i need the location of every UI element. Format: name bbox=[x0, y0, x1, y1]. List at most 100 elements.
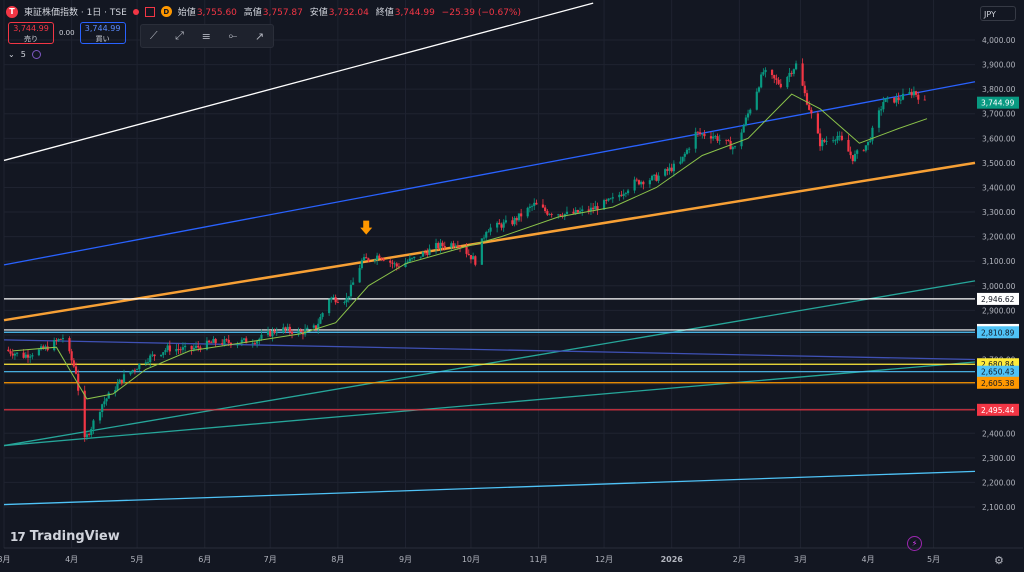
candle-body bbox=[164, 350, 167, 353]
indicator-visibility-icon[interactable] bbox=[31, 50, 41, 59]
candle-body bbox=[393, 263, 396, 265]
candle-body bbox=[330, 297, 333, 300]
candle-body bbox=[391, 262, 394, 264]
close-value: 3,744.99 bbox=[394, 8, 435, 18]
info-line-tool-icon[interactable]: ↗ bbox=[254, 29, 265, 43]
candle-body bbox=[332, 297, 335, 298]
market-status-icon bbox=[132, 8, 139, 15]
y-tick-label: 3,700.00 bbox=[982, 110, 1016, 119]
candle-body bbox=[655, 174, 658, 181]
tradingview-logo: 17 TradingView bbox=[10, 529, 120, 544]
candle-body bbox=[701, 133, 704, 135]
candle-body bbox=[618, 194, 621, 198]
candle-body bbox=[836, 136, 839, 141]
trend-line-tool-icon[interactable]: ⟋ bbox=[149, 29, 158, 42]
candle-body bbox=[511, 220, 514, 225]
symbol-title[interactable]: 東証株価指数 · 1日 · TSE bbox=[24, 8, 127, 18]
candle-body bbox=[770, 69, 774, 76]
candle-body bbox=[716, 136, 719, 141]
candle-body bbox=[343, 302, 346, 303]
sell-button[interactable]: 3,744.99 売り bbox=[8, 22, 54, 44]
buy-button[interactable]: 3,744.99 買い bbox=[79, 22, 126, 44]
settings-gear-icon[interactable]: ⚙ bbox=[994, 554, 1004, 567]
currency-selector[interactable]: JPY bbox=[980, 6, 1016, 21]
candle-body bbox=[897, 97, 900, 101]
price-label-box bbox=[977, 365, 1019, 378]
candle-body bbox=[426, 252, 429, 255]
candle-body bbox=[288, 326, 291, 332]
ray-tool-icon[interactable]: ⤢ bbox=[175, 29, 184, 42]
candle-body bbox=[838, 135, 841, 137]
candle-body bbox=[472, 256, 475, 260]
dividend-badge[interactable]: D bbox=[160, 6, 172, 17]
candle-body bbox=[120, 379, 123, 383]
candle-body bbox=[406, 261, 409, 263]
candle-body bbox=[269, 331, 272, 337]
collapse-chevron-icon[interactable]: ⌄ bbox=[8, 50, 15, 59]
candle-body bbox=[256, 341, 259, 344]
candle-body bbox=[284, 327, 287, 330]
candle-body bbox=[68, 338, 71, 352]
candle-body bbox=[328, 299, 331, 314]
horizontal-ray-tool-icon[interactable]: ⟜ bbox=[228, 29, 238, 42]
candle-body bbox=[314, 325, 318, 330]
price-label: 2,946.62 bbox=[981, 295, 1015, 304]
candle-body bbox=[290, 331, 294, 334]
candle-body bbox=[792, 69, 795, 74]
candle-body bbox=[910, 91, 913, 96]
candle-body bbox=[496, 222, 499, 228]
candle-body bbox=[11, 353, 14, 356]
candle-body bbox=[681, 156, 684, 162]
candle-body bbox=[648, 180, 651, 185]
candle-body bbox=[85, 434, 89, 438]
candle-body bbox=[912, 91, 916, 96]
x-tick-label: 6月 bbox=[198, 555, 211, 564]
candle-body bbox=[849, 151, 852, 156]
candle-body bbox=[777, 79, 780, 84]
y-tick-label: 3,100.00 bbox=[982, 257, 1016, 266]
trend-line bbox=[3, 470, 976, 506]
candle-body bbox=[685, 149, 689, 154]
candle-body bbox=[642, 181, 645, 185]
candle-body bbox=[596, 206, 599, 210]
x-tick-label: 10月 bbox=[462, 555, 480, 564]
candle-body bbox=[877, 110, 881, 128]
candle-body bbox=[816, 113, 819, 134]
candle-body bbox=[160, 354, 163, 357]
candle-body bbox=[424, 252, 427, 253]
candle-body bbox=[319, 316, 322, 324]
lightning-icon[interactable]: ⚡ bbox=[907, 536, 922, 551]
candle-body bbox=[764, 69, 767, 73]
candle-body bbox=[441, 242, 444, 246]
candle-body bbox=[434, 243, 438, 249]
candle-body bbox=[29, 356, 32, 358]
candle-body bbox=[179, 349, 182, 351]
candle-body bbox=[223, 339, 226, 345]
candle-body bbox=[90, 428, 93, 435]
candle-body bbox=[775, 78, 778, 80]
candle-body bbox=[380, 258, 383, 260]
candle-body bbox=[487, 231, 490, 233]
candle-body bbox=[624, 193, 627, 194]
candle-body bbox=[146, 362, 150, 363]
candle-body bbox=[733, 146, 737, 148]
candle-body bbox=[864, 145, 867, 151]
candle-body bbox=[92, 420, 95, 429]
candle-body bbox=[190, 345, 193, 350]
candle-body bbox=[602, 200, 606, 210]
candle-body bbox=[805, 93, 809, 105]
candle-body bbox=[70, 351, 73, 361]
candle-body bbox=[175, 348, 178, 352]
candle-body bbox=[773, 75, 776, 79]
candle-body bbox=[197, 345, 200, 348]
candle-body bbox=[609, 198, 612, 200]
candle-body bbox=[485, 232, 488, 238]
parallel-channel-tool-icon[interactable]: ≡ bbox=[201, 29, 211, 43]
flag-icon[interactable] bbox=[144, 6, 155, 17]
candle-body bbox=[851, 155, 854, 162]
candle-body bbox=[149, 355, 152, 363]
candle-body bbox=[714, 136, 717, 137]
price-label: 2,680.84 bbox=[981, 360, 1015, 369]
candle-body bbox=[317, 323, 320, 330]
